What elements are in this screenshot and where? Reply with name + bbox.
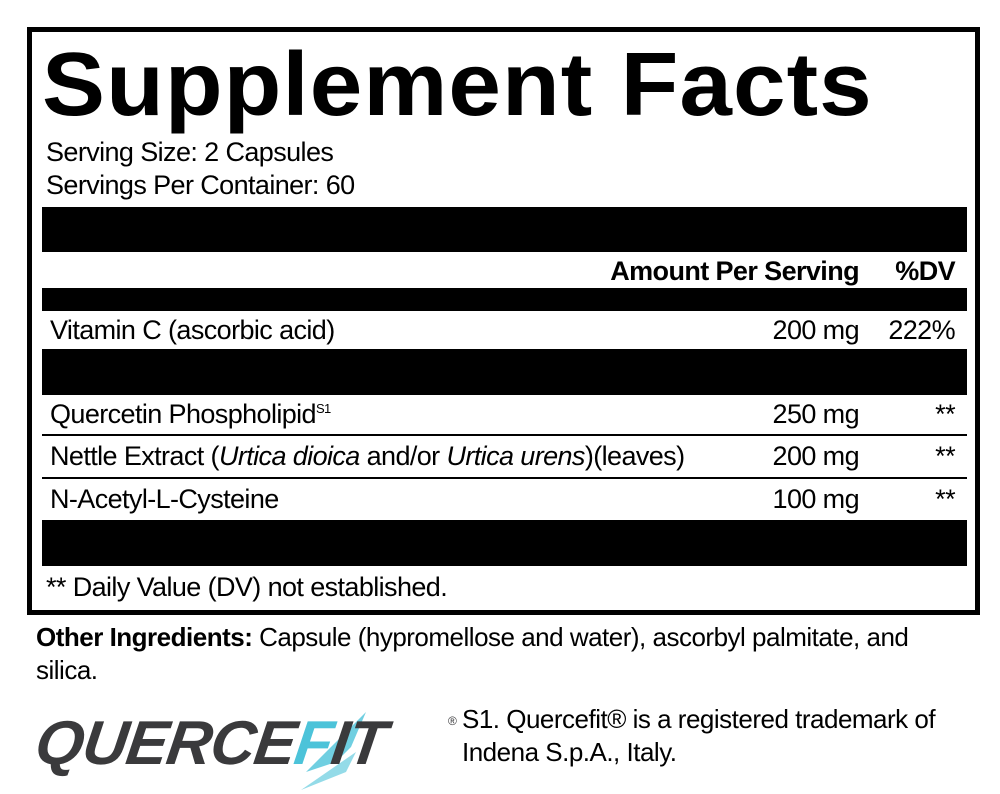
nutrient-name: Quercetin PhospholipidS1 [50, 399, 331, 429]
divider-bar [42, 349, 967, 395]
table-row: Vitamin C (ascorbic acid) 200 mg 222% [42, 311, 967, 349]
nutrient-amount: 100 mg [772, 484, 860, 514]
row-divider [42, 434, 967, 436]
other-ingredients: Other Ingredients: Capsule (hypromellose… [36, 622, 909, 652]
nutrient-dv: ** [935, 441, 955, 471]
footnote: ** Daily Value (DV) not established. [46, 572, 448, 602]
nutrient-name: N-Acetyl-L-Cysteine [50, 484, 279, 514]
trademark-line-2: Indena S.p.A., Italy. [462, 737, 677, 767]
nutrient-amount: 200 mg [772, 315, 860, 345]
panel-title: Supplement Facts [42, 35, 873, 135]
trademark-line-1: S1. Quercefit® is a registered trademark… [462, 704, 936, 734]
table-row: Quercetin PhospholipidS1 250 mg ** [42, 395, 967, 433]
divider-bar [42, 207, 967, 252]
divider-bar [42, 520, 967, 566]
nutrient-name: Nettle Extract (Urtica dioica and/or Urt… [50, 441, 685, 471]
header-row: Amount Per Serving %DV [42, 252, 967, 290]
other-ingredients-cont: silica. [36, 655, 98, 685]
nutrient-dv: 222% [888, 315, 955, 345]
nutrient-dv: ** [935, 399, 955, 429]
quercefit-logo: QUERCEFIT ® [31, 702, 461, 792]
nutrient-amount: 250 mg [772, 399, 860, 429]
table-row: N-Acetyl-L-Cysteine 100 mg ** [42, 480, 967, 518]
nutrient-amount: 200 mg [772, 441, 860, 471]
nutrient-name: Vitamin C (ascorbic acid) [50, 315, 335, 345]
table-row: Nettle Extract (Urtica dioica and/or Urt… [42, 437, 967, 475]
amount-header: Amount Per Serving [610, 256, 859, 286]
nutrient-dv: ** [935, 484, 955, 514]
servings-per-container: Servings Per Container: 60 [46, 170, 355, 200]
serving-size: Serving Size: 2 Capsules [46, 137, 334, 167]
divider-bar [42, 288, 967, 311]
row-divider [42, 477, 967, 479]
dv-header: %DV [895, 256, 955, 286]
supplement-facts-panel: Supplement Facts Serving Size: 2 Capsule… [27, 27, 980, 615]
